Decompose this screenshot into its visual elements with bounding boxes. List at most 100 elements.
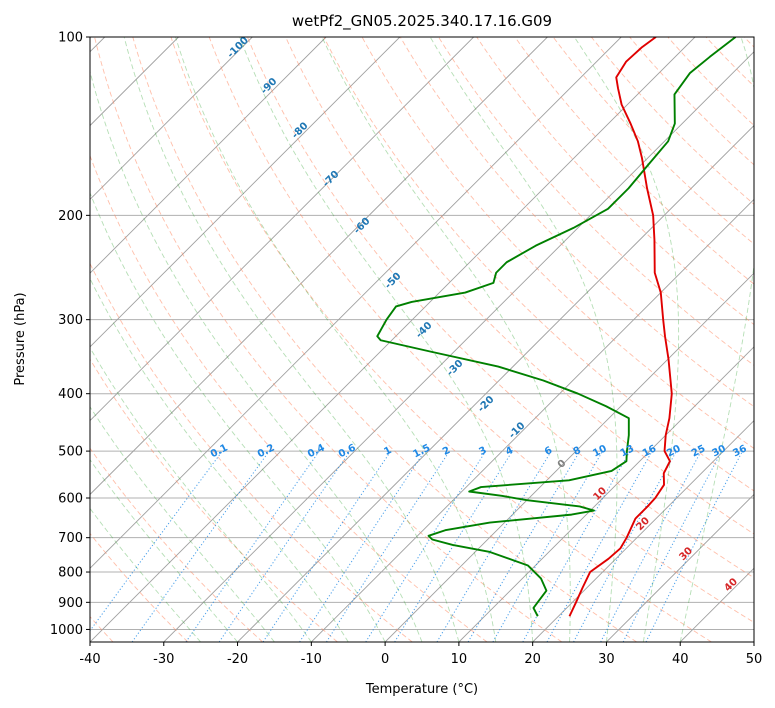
sounding-profiles xyxy=(376,37,737,617)
isohume-0.6 xyxy=(218,450,351,642)
x-tick-label--20: -20 xyxy=(227,652,248,667)
moist-adiabat-7 xyxy=(123,37,460,642)
frost-label-5: -50 xyxy=(383,271,404,292)
x-tick-label-10: 10 xyxy=(451,652,468,667)
y-tick-label-900: 900 xyxy=(58,596,83,611)
isotherm--70 xyxy=(90,37,474,422)
isohume-3 xyxy=(365,450,487,642)
x-tick-label-0: 0 xyxy=(381,652,389,667)
dry-adiabat-4 xyxy=(90,262,413,642)
frost-label-2: -80 xyxy=(290,121,311,142)
isohume-label-8: 4 xyxy=(504,445,515,458)
temperature-profile-line xyxy=(568,37,673,617)
dry-adiabat-7 xyxy=(132,37,637,642)
dry-adiabat-8 xyxy=(170,37,712,642)
frost-label-7: -30 xyxy=(445,358,466,379)
isohume-20 xyxy=(573,450,677,642)
frost-label-6: -40 xyxy=(414,320,435,341)
isotherm--40 xyxy=(90,37,696,642)
plot-frame xyxy=(89,36,755,643)
isotherm--90 xyxy=(90,37,327,274)
isotherm--50 xyxy=(90,37,622,569)
isohume-label-3: 0.6 xyxy=(337,442,358,460)
y-tick-label-600: 600 xyxy=(58,492,83,507)
isohume-30 xyxy=(622,450,723,642)
isotherm--100 xyxy=(90,37,253,200)
moist-adiabat-10 xyxy=(321,37,571,642)
x-tick-label--30: -30 xyxy=(153,652,174,667)
dry-adiabat-1 xyxy=(90,532,189,642)
x-tick-label--10: -10 xyxy=(301,652,322,667)
moist-adiabat-11 xyxy=(429,37,618,642)
isotherm-40 xyxy=(679,567,754,642)
dry-adiabat-14 xyxy=(399,37,754,408)
isotherm-0 xyxy=(384,272,754,642)
y-tick-label-100: 100 xyxy=(58,31,83,46)
frost-label-0: -100 xyxy=(225,35,251,61)
isohume-8 xyxy=(467,450,581,642)
isotherm-30 xyxy=(606,493,754,642)
y-tick-label-800: 800 xyxy=(58,566,83,581)
dry-adiabat-10 xyxy=(246,37,754,579)
isohume-0.2 xyxy=(131,450,270,642)
dry-adiabat-12 xyxy=(323,37,754,492)
x-axis-ticks: -40 -30 -20 -10 0 10 20 30 40 50 xyxy=(79,642,762,667)
moist-adiabat-6 xyxy=(90,69,423,642)
moist-adiabat-9 xyxy=(239,37,534,642)
x-axis-label: Temperature (°C) xyxy=(365,682,478,697)
isohume-label-7: 3 xyxy=(477,445,488,458)
isohume-2 xyxy=(326,450,450,642)
dry-adiabat-19 xyxy=(590,37,754,205)
isohume-label-1: 0.2 xyxy=(256,442,277,460)
frost-label-4: -60 xyxy=(352,216,373,237)
dry-adiabat-20 xyxy=(629,37,754,166)
frost-label-9: -10 xyxy=(507,420,528,441)
isohume-1 xyxy=(262,450,392,642)
isohume-label-6: 2 xyxy=(441,445,452,458)
isotherm--30 xyxy=(163,51,754,642)
y-tick-label-700: 700 xyxy=(58,531,83,546)
moist-adiabat-4 xyxy=(90,277,349,642)
skewed-isotherms xyxy=(90,37,754,642)
dry-adiabat-2 xyxy=(90,447,263,642)
isohume-label-15: 25 xyxy=(690,443,707,459)
y-axis-label: Pressure (hPa) xyxy=(13,292,28,385)
isohume-label-16: 30 xyxy=(710,443,727,459)
dry-adiabat-16 xyxy=(476,37,754,326)
dry-adiabats xyxy=(90,37,754,642)
moist-adiabat-1 xyxy=(90,458,238,642)
dry-adiabat-label-40: 40 xyxy=(722,576,740,594)
moist-adiabat-5 xyxy=(90,191,386,642)
dry-adiabat-15 xyxy=(438,37,754,366)
frost-label-8: -20 xyxy=(476,394,497,415)
moist-adiabat-13 xyxy=(679,37,754,642)
isohume-6 xyxy=(436,450,552,642)
isotherm-10 xyxy=(458,346,754,642)
isohume-label-0: 0.1 xyxy=(209,442,230,460)
dry-adiabat-6 xyxy=(94,37,563,642)
isohume-label-2: 0.4 xyxy=(306,442,327,460)
isotherm-50 xyxy=(753,641,754,642)
isotherm-20 xyxy=(532,420,754,642)
isohume-1.5 xyxy=(299,450,426,642)
isohume-label-12: 13 xyxy=(619,443,636,459)
isotherm--60 xyxy=(90,37,548,496)
frost-label-1: -90 xyxy=(259,76,280,97)
dry-adiabat-label-10: 10 xyxy=(591,485,609,503)
moist-adiabats xyxy=(90,37,754,642)
dry-adiabat-9 xyxy=(208,37,754,623)
x-tick-label-50: 50 xyxy=(746,652,763,667)
dry-adiabat-22 xyxy=(705,37,754,87)
x-tick-label-40: 40 xyxy=(672,652,689,667)
dry-adiabat-label-0: 0 xyxy=(556,458,569,471)
isohume-4 xyxy=(394,450,513,642)
moist-adiabat-2 xyxy=(90,405,275,642)
moist-adiabat-12 xyxy=(573,37,680,642)
line-labels: 0.1 0.2 0.4 0.6 1 1.5 2 3 4 6 8 10 13 16 20 25 30 36-100-… xyxy=(209,35,749,594)
dry-adiabat-18 xyxy=(552,37,754,245)
isohume-16 xyxy=(546,450,653,642)
dry-adiabat-3 xyxy=(90,358,338,642)
dry-adiabat-23 xyxy=(743,37,754,48)
isohume-label-10: 8 xyxy=(572,445,583,458)
